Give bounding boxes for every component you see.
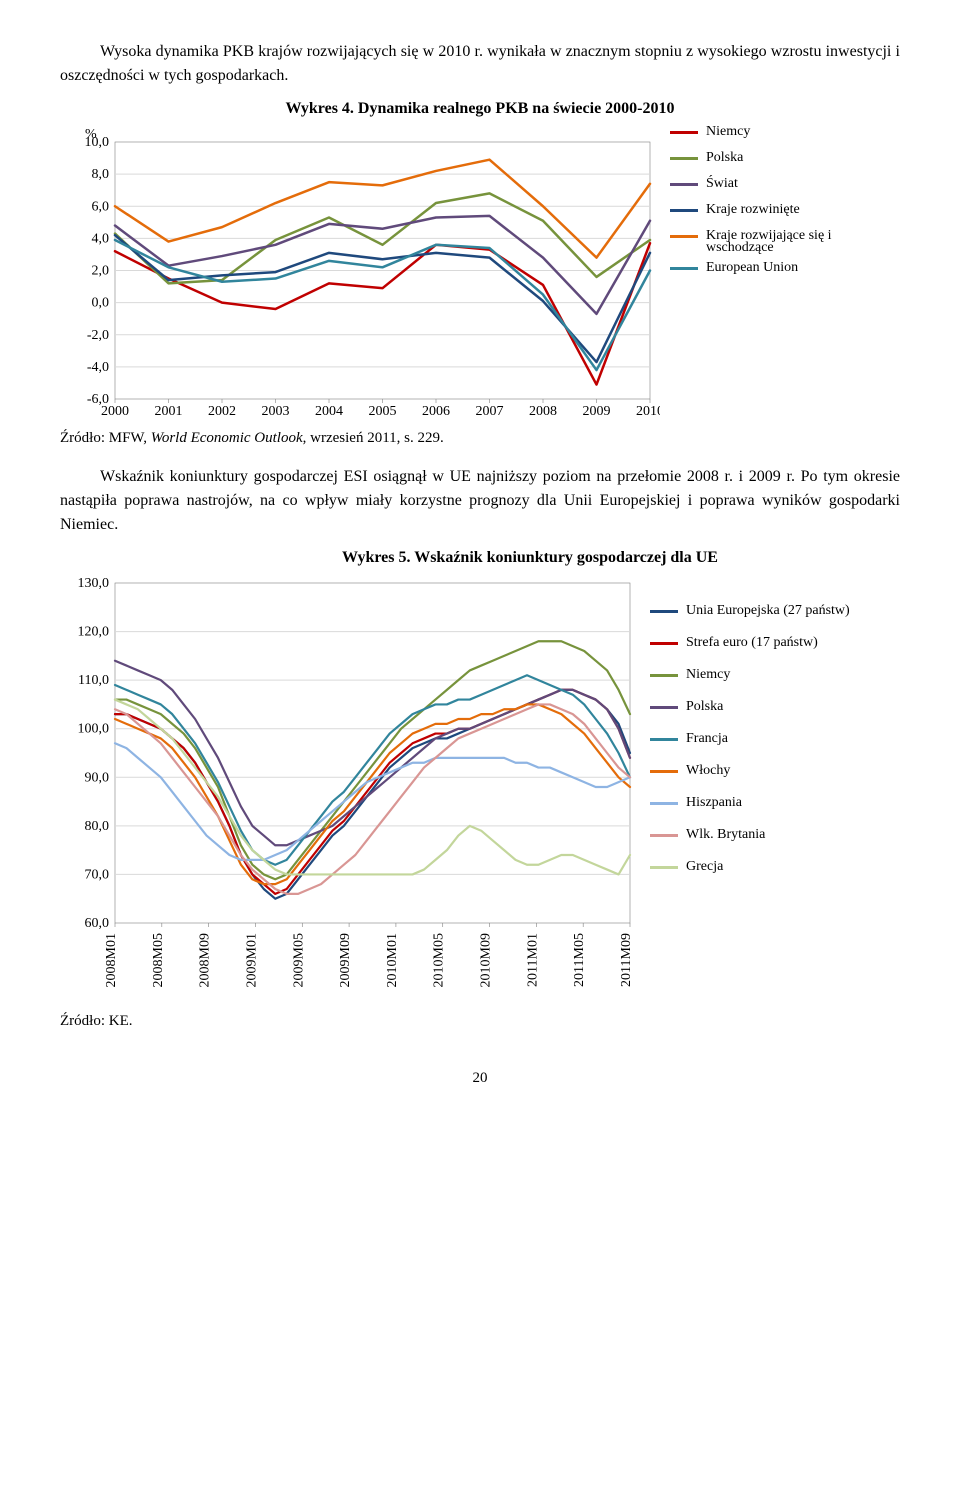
svg-text:2001: 2001 [155, 404, 183, 419]
svg-text:2007: 2007 [476, 404, 504, 419]
chart1-title: Wykres 4. Dynamika realnego PKB na świec… [60, 100, 900, 118]
source-italic: World Economic Outlook [151, 430, 303, 446]
legend-label: Niemcy [706, 124, 750, 140]
svg-text:2008M01: 2008M01 [104, 933, 119, 987]
svg-text:2003: 2003 [262, 404, 290, 419]
legend-label: Świat [706, 176, 738, 192]
legend-hiszpania: Hiszpania [650, 795, 850, 811]
svg-text:2008M05: 2008M05 [151, 933, 166, 987]
legend-euro17: Strefa euro (17 państw) [650, 635, 850, 651]
legend-niemcy: Niemcy [670, 124, 832, 140]
svg-text:60,0: 60,0 [85, 916, 110, 931]
legend-label: Polska [686, 699, 723, 715]
svg-text:-4,0: -4,0 [87, 360, 109, 375]
svg-text:2,0: 2,0 [92, 264, 110, 279]
legend-grecja: Grecja [650, 859, 850, 875]
legend-swiat: Świat [670, 176, 832, 192]
legend-polska: Polska [670, 150, 832, 166]
legend-eu27: Unia Europejska (27 państw) [650, 603, 850, 619]
svg-text:130,0: 130,0 [78, 576, 110, 591]
svg-text:2011M01: 2011M01 [525, 933, 540, 987]
legend-uk: Wlk. Brytania [650, 827, 850, 843]
svg-text:%: % [85, 127, 97, 142]
svg-text:2008: 2008 [529, 404, 557, 419]
chart1-wrap: 10,08,06,04,02,00,0-2,0-4,0-6,0%20002001… [60, 124, 900, 424]
svg-text:6,0: 6,0 [92, 199, 110, 214]
page-number: 20 [60, 1070, 900, 1087]
chart1-legend: Niemcy Polska Świat Kraje rozwinięte Kra… [660, 124, 832, 286]
chart1-source: Źródło: MFW, World Economic Outlook, wrz… [60, 430, 900, 447]
chart2-title: Wykres 5. Wskaźnik koniunktury gospodarc… [60, 549, 900, 567]
legend-label: Niemcy [686, 667, 730, 683]
svg-text:8,0: 8,0 [92, 167, 110, 182]
legend-label: Kraje rozwinięte [706, 202, 800, 218]
legend-label: Włochy [686, 763, 730, 779]
svg-text:2010M05: 2010M05 [432, 933, 447, 987]
legend-label: Grecja [686, 859, 723, 875]
svg-text:2009: 2009 [583, 404, 611, 419]
legend-label: wschodzące [706, 240, 774, 256]
legend-francja: Francja [650, 731, 850, 747]
svg-text:2002: 2002 [208, 404, 236, 419]
legend-rozwiniete: Kraje rozwinięte [670, 202, 832, 218]
svg-text:2010: 2010 [636, 404, 660, 419]
svg-text:2009M05: 2009M05 [291, 933, 306, 987]
legend-label: Strefa euro (17 państw) [686, 635, 818, 651]
paragraph-1: Wysoka dynamika PKB krajów rozwijających… [60, 40, 900, 88]
svg-text:2005: 2005 [369, 404, 397, 419]
svg-text:2009M01: 2009M01 [244, 933, 259, 987]
paragraph-2: Wskaźnik koniunktury gospodarczej ESI os… [60, 465, 900, 537]
legend-label: Wlk. Brytania [686, 827, 765, 843]
svg-text:2004: 2004 [315, 404, 343, 419]
svg-text:2008M09: 2008M09 [198, 933, 213, 987]
svg-text:2006: 2006 [422, 404, 450, 419]
svg-text:2011M05: 2011M05 [572, 933, 587, 987]
chart2-wrap: 130,0 120,0 110,0 100,0 90,0 80,0 70,0 60,0 2008… [60, 573, 900, 993]
legend-wlochy: Włochy [650, 763, 850, 779]
svg-text:0,0: 0,0 [92, 296, 110, 311]
svg-text:2010M01: 2010M01 [385, 933, 400, 987]
legend-label: Francja [686, 731, 728, 747]
chart2-source: Źródło: KE. [60, 1013, 900, 1030]
source-text: , wrzesień 2011, s. 229. [303, 430, 444, 446]
svg-text:120,0: 120,0 [78, 625, 110, 640]
svg-text:100,0: 100,0 [78, 722, 110, 737]
legend-eu: European Union [670, 260, 832, 276]
legend-label: Hiszpania [686, 795, 742, 811]
svg-text:110,0: 110,0 [78, 673, 109, 688]
svg-text:2010M09: 2010M09 [479, 933, 494, 987]
svg-text:4,0: 4,0 [92, 231, 110, 246]
svg-text:-2,0: -2,0 [87, 328, 109, 343]
chart2-svg: 130,0 120,0 110,0 100,0 90,0 80,0 70,0 60,0 2008… [60, 573, 640, 993]
svg-text:2009M09: 2009M09 [338, 933, 353, 987]
svg-text:70,0: 70,0 [85, 867, 110, 882]
legend-polska2: Polska [650, 699, 850, 715]
legend-label: Polska [706, 150, 743, 166]
source-text: Źródło: MFW, [60, 430, 151, 446]
legend-niemcy2: Niemcy [650, 667, 850, 683]
legend-label: Unia Europejska (27 państw) [686, 603, 850, 619]
svg-text:2000: 2000 [101, 404, 129, 419]
chart1-svg: 10,08,06,04,02,00,0-2,0-4,0-6,0%20002001… [60, 124, 660, 424]
svg-text:80,0: 80,0 [85, 819, 110, 834]
svg-text:2011M09: 2011M09 [619, 933, 634, 987]
chart2-legend: Unia Europejska (27 państw) Strefa euro … [640, 573, 850, 885]
legend-label: European Union [706, 260, 798, 276]
svg-text:90,0: 90,0 [85, 770, 110, 785]
